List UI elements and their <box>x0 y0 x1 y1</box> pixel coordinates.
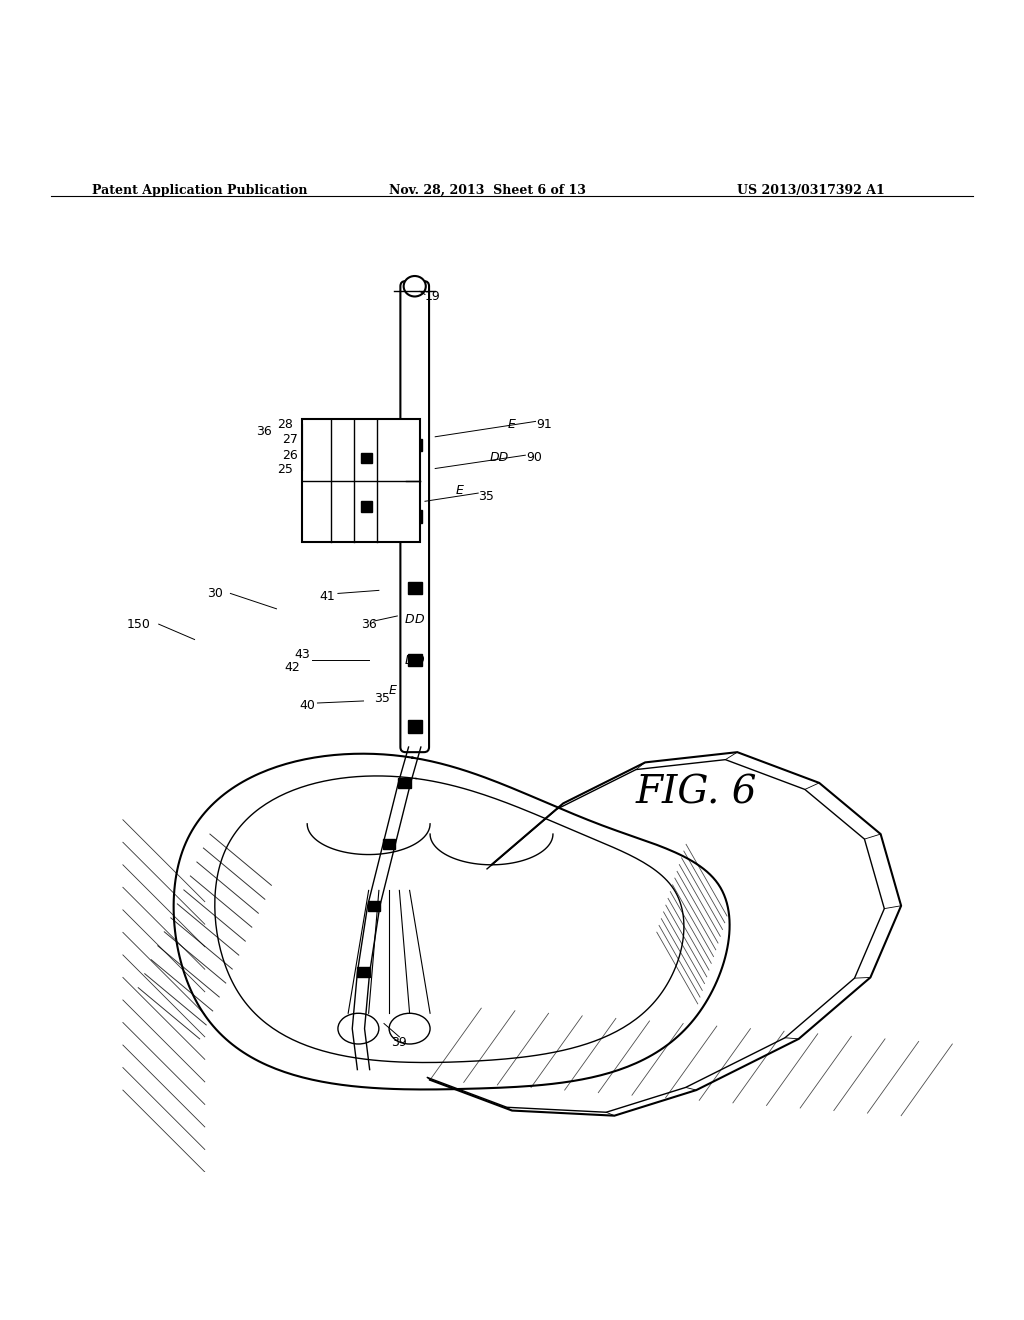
Bar <box>361 453 372 463</box>
Text: 36: 36 <box>256 425 272 438</box>
Text: 25: 25 <box>278 463 294 477</box>
Text: E: E <box>410 583 418 595</box>
Bar <box>408 438 422 451</box>
FancyBboxPatch shape <box>400 281 429 752</box>
Text: 35: 35 <box>374 693 390 705</box>
Bar <box>361 502 372 512</box>
Text: 42: 42 <box>284 661 300 673</box>
Text: 26: 26 <box>283 449 298 462</box>
Text: 30: 30 <box>207 587 223 599</box>
Bar <box>398 777 411 788</box>
Text: D: D <box>415 612 424 626</box>
Ellipse shape <box>403 276 426 297</box>
Text: 36: 36 <box>360 618 377 631</box>
Text: D: D <box>415 653 424 667</box>
Text: 150: 150 <box>126 618 151 631</box>
Text: 40: 40 <box>299 698 315 711</box>
Bar <box>408 511 422 523</box>
Bar <box>383 840 395 850</box>
Text: DD: DD <box>489 450 509 463</box>
Text: 91: 91 <box>537 418 552 430</box>
Ellipse shape <box>389 1014 430 1044</box>
Text: E: E <box>508 418 516 430</box>
Bar <box>368 900 380 911</box>
Text: 41: 41 <box>319 590 336 603</box>
Bar <box>408 721 422 733</box>
Bar <box>408 653 422 667</box>
Text: 35: 35 <box>478 490 495 503</box>
Text: 43: 43 <box>294 648 310 661</box>
Text: US 2013/0317392 A1: US 2013/0317392 A1 <box>737 183 885 197</box>
Text: E: E <box>389 684 397 697</box>
Text: 27: 27 <box>283 433 299 446</box>
Text: Nov. 28, 2013  Sheet 6 of 13: Nov. 28, 2013 Sheet 6 of 13 <box>389 183 586 197</box>
Ellipse shape <box>338 1014 379 1044</box>
Bar <box>357 968 370 977</box>
Text: 39: 39 <box>391 1036 408 1049</box>
Bar <box>408 582 422 594</box>
Text: D: D <box>404 612 414 626</box>
FancyBboxPatch shape <box>302 420 420 543</box>
Text: FIG. 6: FIG. 6 <box>636 775 757 812</box>
Text: D: D <box>404 653 414 667</box>
Text: E: E <box>456 483 464 496</box>
Text: 28: 28 <box>278 418 294 430</box>
Text: 90: 90 <box>526 450 543 463</box>
Text: 19: 19 <box>425 290 440 304</box>
Text: Patent Application Publication: Patent Application Publication <box>92 183 307 197</box>
Bar <box>352 1023 365 1034</box>
